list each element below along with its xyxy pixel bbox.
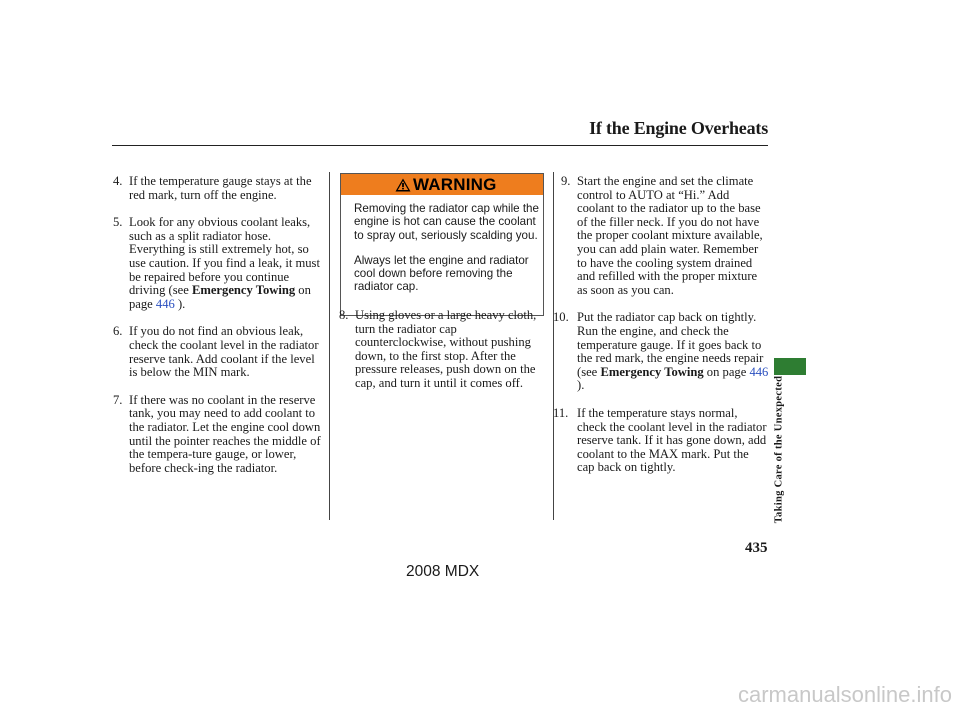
warning-triangle-icon xyxy=(395,178,411,192)
page-ref-prefix: on page xyxy=(129,283,311,311)
watermark: carmanualsonline.info xyxy=(737,682,952,707)
step-number: 8. xyxy=(339,308,349,322)
step-text: If there was no coolant in the reserve t… xyxy=(129,392,321,475)
step-number: 10. xyxy=(553,310,569,325)
step-text: If you do not find an obvious leak, chec… xyxy=(129,324,319,380)
step-text: Using gloves or a large heavy cloth, tur… xyxy=(355,308,537,390)
warning-label: WARNING xyxy=(413,175,497,194)
left-column: 4. If the temperature gauge stays at the… xyxy=(113,174,325,489)
header-rule xyxy=(112,145,768,146)
step-number: 4. xyxy=(113,174,123,188)
page-link-446[interactable]: 446 xyxy=(749,364,769,379)
step-9: 9. Start the engine and set the climate … xyxy=(561,174,769,297)
step-text: Put the radiator cap back on tightly. Ru… xyxy=(577,310,764,379)
step-text: Start the engine and set the climate con… xyxy=(577,174,763,297)
step-5: 5. Look for any obvious coolant leaks, s… xyxy=(113,215,325,311)
page-ref-prefix: on page xyxy=(703,364,750,379)
step-number: 6. xyxy=(113,324,123,339)
step-text: Look for any obvious coolant leaks, such… xyxy=(129,215,320,298)
step-number: 9. xyxy=(561,174,571,188)
column-divider-right xyxy=(553,172,554,520)
right-column: 9. Start the engine and set the climate … xyxy=(553,174,769,489)
section-tab-label-wrap: Taking Care of the Unexpected xyxy=(772,375,785,526)
step-tail: ). xyxy=(174,296,186,311)
step-number: 5. xyxy=(113,215,123,230)
page-link-446[interactable]: 446 xyxy=(155,296,175,311)
step-6: 6. If you do not find an obvious leak, c… xyxy=(113,325,325,379)
section-tab-label: Taking Care of the Unexpected xyxy=(773,375,785,524)
emergency-towing-ref: Emergency Towing xyxy=(191,283,296,298)
step-4: 4. If the temperature gauge stays at the… xyxy=(113,174,325,202)
warning-paragraph: Always let the engine and radiator cool … xyxy=(354,253,529,294)
model-label: 2008 MDX xyxy=(406,563,480,580)
emergency-towing-ref: Emergency Towing xyxy=(600,364,704,379)
step-number: 7. xyxy=(113,392,123,407)
step-number: 11. xyxy=(553,405,569,420)
step-10: 10. Put the radiator cap back on tightly… xyxy=(553,311,769,393)
page-number: 435 xyxy=(745,540,768,556)
step-tail: ). xyxy=(577,378,585,393)
warning-paragraph: Removing the radiator cap while the engi… xyxy=(354,202,539,242)
step-text: If the temperature gauge stays at the re… xyxy=(129,174,312,202)
section-tab-marker[interactable] xyxy=(774,358,806,375)
column-divider-left xyxy=(329,172,330,520)
step-text: If the temperature stays normal, check t… xyxy=(577,405,767,475)
middle-column: 8. Using gloves or a large heavy cloth, … xyxy=(339,308,549,405)
step-8: 8. Using gloves or a large heavy cloth, … xyxy=(339,308,549,391)
step-11: 11. If the temperature stays normal, che… xyxy=(553,405,769,475)
warning-box: WARNING Removing the radiator cap while … xyxy=(340,173,544,316)
warning-body: Removing the radiator cap while the engi… xyxy=(354,202,540,306)
page-title: If the Engine Overheats xyxy=(589,118,768,138)
warning-header: WARNING xyxy=(341,174,543,195)
step-7: 7. If there was no coolant in the reserv… xyxy=(113,392,325,476)
